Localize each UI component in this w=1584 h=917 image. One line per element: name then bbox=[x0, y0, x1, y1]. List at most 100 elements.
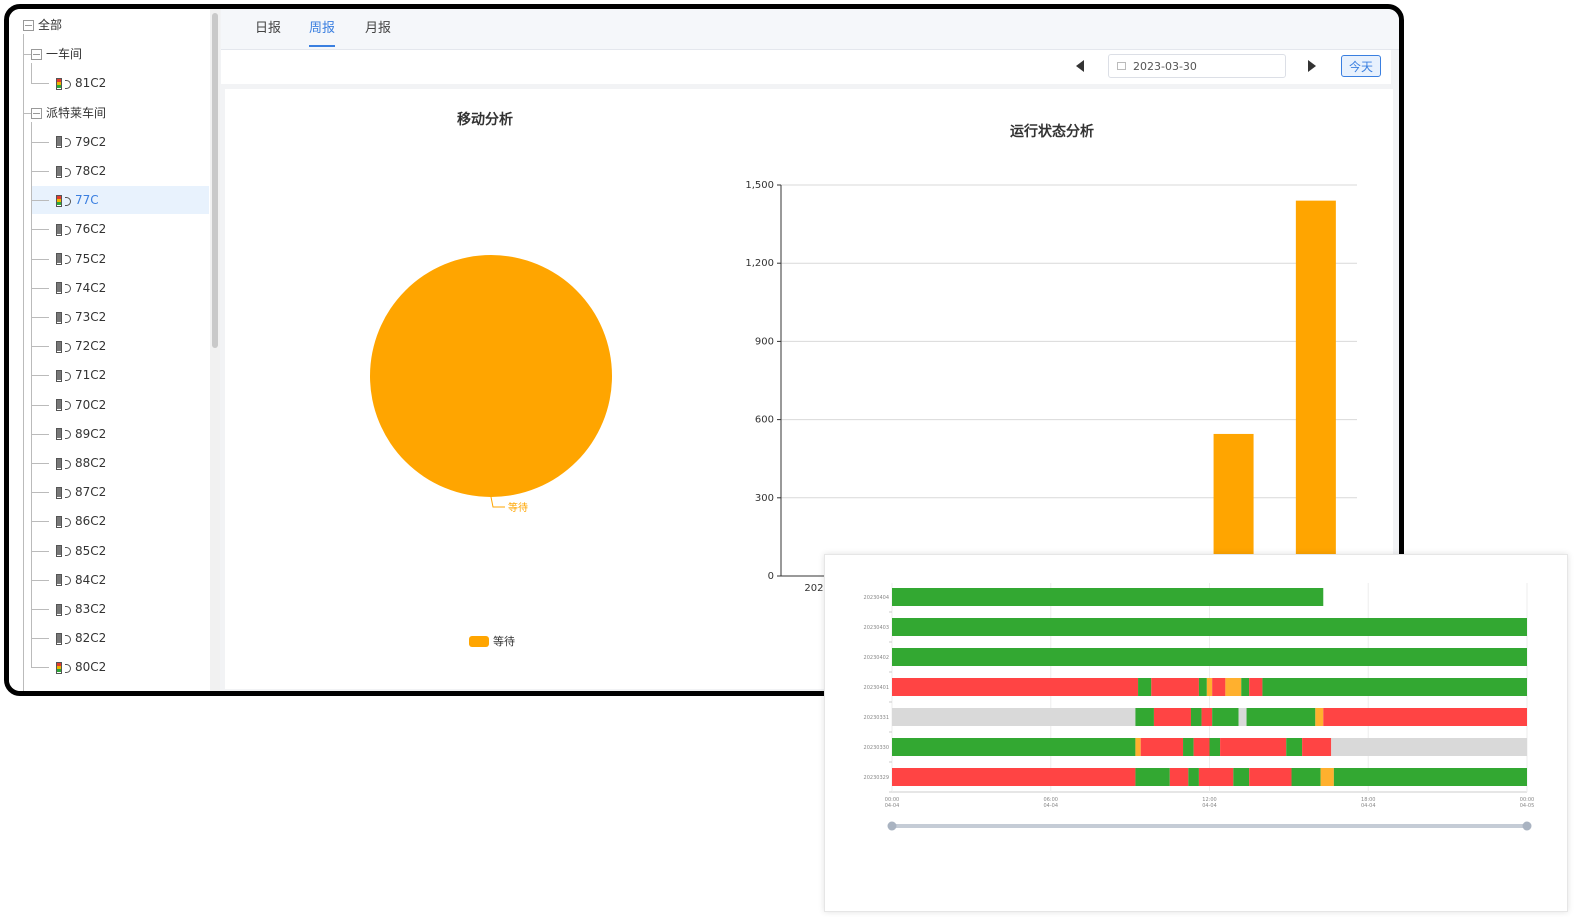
tree-connector bbox=[31, 229, 49, 231]
tree-node-device-74c2[interactable]: 74C2 bbox=[9, 274, 209, 302]
timeline-segment[interactable] bbox=[1212, 708, 1239, 726]
today-button[interactable]: 今天 bbox=[1341, 55, 1381, 77]
timeline-segment[interactable] bbox=[1190, 708, 1202, 726]
timeline-segment[interactable] bbox=[1320, 768, 1334, 786]
tree-node-device-73c2[interactable]: 73C2 bbox=[9, 303, 209, 331]
tree-node-device-83c2[interactable]: 83C2 bbox=[9, 595, 209, 623]
tree-node-device-78c2[interactable]: 78C2 bbox=[9, 157, 209, 185]
tree-node-device-87c2[interactable]: 87C2 bbox=[9, 478, 209, 506]
tree-node-device-81c2[interactable]: 81C2 bbox=[9, 69, 209, 97]
timeline-segment[interactable] bbox=[1323, 708, 1527, 726]
timeline-segment[interactable] bbox=[1246, 708, 1316, 726]
timeline-segment[interactable] bbox=[1151, 678, 1199, 696]
timeline-segment[interactable] bbox=[1140, 738, 1184, 756]
tree-node-device-80c2[interactable]: 80C2 bbox=[9, 653, 209, 681]
date-picker[interactable]: 2023-03-30 bbox=[1108, 54, 1286, 78]
device-offline-icon bbox=[55, 515, 71, 529]
next-date-arrow-icon[interactable] bbox=[1308, 60, 1316, 72]
prev-date-arrow-icon[interactable] bbox=[1076, 60, 1084, 72]
timeline-segment[interactable] bbox=[1286, 738, 1303, 756]
timeline-segment[interactable] bbox=[1315, 708, 1324, 726]
tree-node-group-1[interactable]: 派特莱车间 bbox=[9, 99, 209, 127]
timeline-segment[interactable] bbox=[892, 588, 1324, 606]
timeline-segment[interactable] bbox=[1198, 678, 1207, 696]
tree-node-device-84c2[interactable]: 84C2 bbox=[9, 566, 209, 594]
timeline-segment[interactable] bbox=[1241, 678, 1250, 696]
device-offline-icon bbox=[55, 135, 71, 149]
tree-node-label: 83C2 bbox=[75, 602, 107, 616]
tab-weekly[interactable]: 周报 bbox=[309, 9, 336, 49]
zoom-slider-start-handle[interactable] bbox=[887, 821, 897, 831]
timeline-segment[interactable] bbox=[1135, 768, 1170, 786]
tab-monthly[interactable]: 月报 bbox=[365, 21, 392, 36]
timeline-segment[interactable] bbox=[1198, 768, 1234, 786]
tree-node-device-89c2[interactable]: 89C2 bbox=[9, 420, 209, 448]
tree-node-device-88c2[interactable]: 88C2 bbox=[9, 449, 209, 477]
tree-connector bbox=[31, 258, 49, 260]
timeline-segment[interactable] bbox=[1249, 768, 1292, 786]
timeline-segment[interactable] bbox=[892, 678, 1139, 696]
timeline-segment[interactable] bbox=[1135, 738, 1141, 756]
pie-slice[interactable] bbox=[370, 255, 612, 497]
bar[interactable] bbox=[1295, 200, 1336, 576]
legend-swatch[interactable] bbox=[469, 636, 489, 647]
tree-node-device-85c2[interactable]: 85C2 bbox=[9, 537, 209, 565]
sidebar-scrollbar[interactable] bbox=[212, 13, 218, 348]
tree-connector bbox=[31, 667, 49, 669]
timeline-segment[interactable] bbox=[1209, 738, 1221, 756]
timeline-segment[interactable] bbox=[1212, 678, 1226, 696]
tab-daily[interactable]: 日报 bbox=[255, 21, 282, 36]
timeline-segment[interactable] bbox=[1188, 768, 1199, 786]
timeline-segment[interactable] bbox=[892, 618, 1527, 636]
timeline-segment[interactable] bbox=[892, 708, 1136, 726]
device-online-icon bbox=[55, 661, 71, 675]
collapse-toggle-icon[interactable] bbox=[31, 49, 42, 61]
pie-label-line bbox=[490, 496, 505, 508]
timeline-segment[interactable] bbox=[1291, 768, 1321, 786]
x-tick-date: 04-04 bbox=[1361, 803, 1376, 809]
timeline-segment[interactable] bbox=[892, 738, 1136, 756]
timeline-segment[interactable] bbox=[1262, 678, 1527, 696]
tree-node-device-79c2[interactable]: 79C2 bbox=[9, 128, 209, 156]
tree-node-device-70c2[interactable]: 70C2 bbox=[9, 391, 209, 419]
timeline-segment[interactable] bbox=[1153, 708, 1191, 726]
timeline-segment[interactable] bbox=[1220, 738, 1287, 756]
tree-node-device-71c2[interactable]: 71C2 bbox=[9, 361, 209, 389]
timeline-segment[interactable] bbox=[1302, 738, 1332, 756]
timeline-segment[interactable] bbox=[1193, 738, 1210, 756]
timeline-segment[interactable] bbox=[1249, 678, 1263, 696]
timeline-segment[interactable] bbox=[892, 648, 1527, 666]
timeline-segment[interactable] bbox=[892, 768, 1136, 786]
tree-node-label: 71C2 bbox=[75, 368, 107, 383]
sidebar-scroll-track[interactable] bbox=[210, 9, 220, 691]
timeline-segment[interactable] bbox=[1138, 678, 1152, 696]
tree-connector bbox=[31, 375, 49, 377]
legend-label[interactable]: 等待 bbox=[493, 634, 515, 648]
tree-node-device-77c[interactable]: 77C bbox=[31, 186, 209, 215]
tree-node-label: 74C2 bbox=[75, 280, 107, 295]
tree-node-group-0[interactable]: 一车间 bbox=[9, 40, 209, 68]
tree-connector bbox=[31, 433, 49, 435]
timeline-segment[interactable] bbox=[1333, 768, 1527, 786]
tree-node-device-72c2[interactable]: 72C2 bbox=[9, 332, 209, 360]
timeline-segment[interactable] bbox=[1169, 768, 1189, 786]
tree-connector bbox=[31, 404, 49, 406]
tree-connector bbox=[31, 492, 49, 494]
timeline-segment[interactable] bbox=[1225, 678, 1242, 696]
timeline-segment[interactable] bbox=[1183, 738, 1194, 756]
collapse-toggle-icon[interactable] bbox=[31, 107, 42, 119]
tree-node-device-86c2[interactable]: 86C2 bbox=[9, 507, 209, 535]
bar[interactable] bbox=[1213, 433, 1254, 576]
timeline-segment[interactable] bbox=[1135, 708, 1154, 726]
tree-node-device-76c2[interactable]: 76C2 bbox=[9, 215, 209, 243]
timeline-segment[interactable] bbox=[1206, 678, 1213, 696]
zoom-slider-end-handle[interactable] bbox=[1522, 821, 1532, 831]
tree-node-device-82c2[interactable]: 82C2 bbox=[9, 624, 209, 652]
timeline-segment[interactable] bbox=[1233, 768, 1250, 786]
collapse-toggle-icon[interactable] bbox=[23, 20, 34, 31]
timeline-segment[interactable] bbox=[1331, 738, 1527, 756]
timeline-segment[interactable] bbox=[1238, 708, 1247, 726]
tree-node-device-75c2[interactable]: 75C2 bbox=[9, 245, 209, 273]
timeline-segment[interactable] bbox=[1201, 708, 1213, 726]
tree-node-root[interactable]: 全部 bbox=[9, 11, 209, 39]
